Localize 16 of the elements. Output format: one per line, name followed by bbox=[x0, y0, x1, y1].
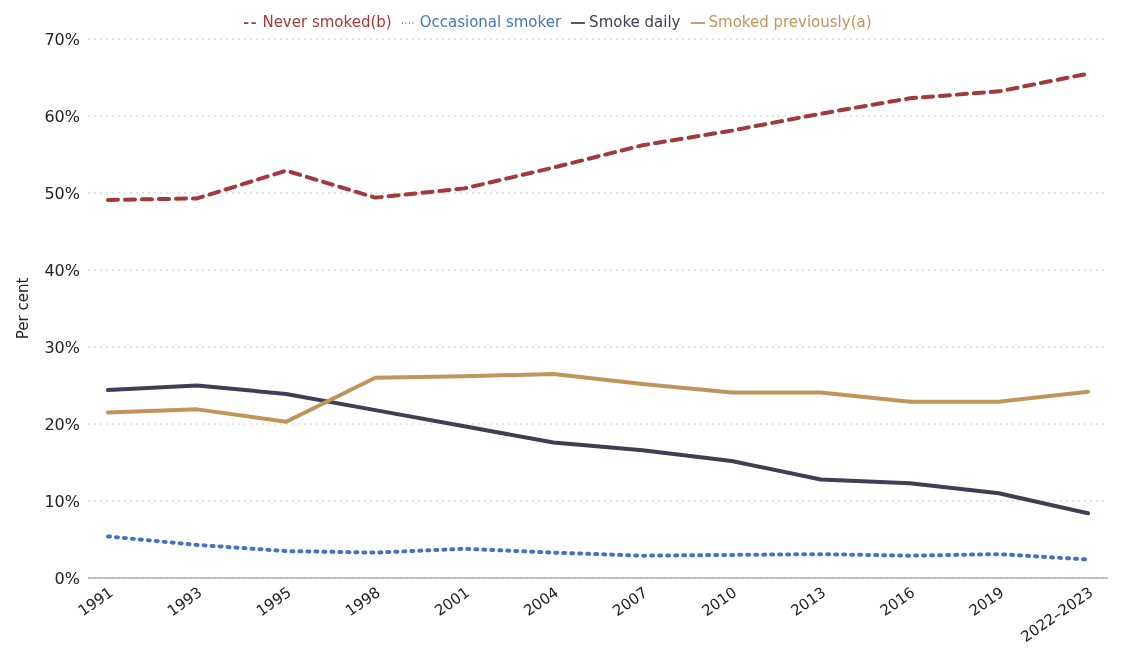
legend-label: Occasional smoker bbox=[419, 13, 562, 31]
y-axis-title: Per cent bbox=[14, 277, 33, 340]
y-tick-label: 60% bbox=[44, 106, 80, 126]
legend-label: Never smoked(b) bbox=[262, 13, 392, 31]
legend-label: Smoked previously(a) bbox=[708, 13, 872, 31]
y-tick-label: 10% bbox=[44, 491, 80, 511]
legend-label: Smoke daily bbox=[589, 13, 681, 31]
y-tick-label: 70% bbox=[44, 29, 80, 49]
line-series bbox=[106, 371, 1090, 424]
line-series bbox=[106, 534, 1090, 562]
y-tick-label: 0% bbox=[54, 568, 80, 588]
y-tick-label: 50% bbox=[44, 183, 80, 203]
line-series bbox=[106, 383, 1090, 516]
y-tick-label: 20% bbox=[44, 414, 80, 434]
y-tick-label: 30% bbox=[44, 337, 80, 357]
y-tick-label: 40% bbox=[44, 260, 80, 280]
